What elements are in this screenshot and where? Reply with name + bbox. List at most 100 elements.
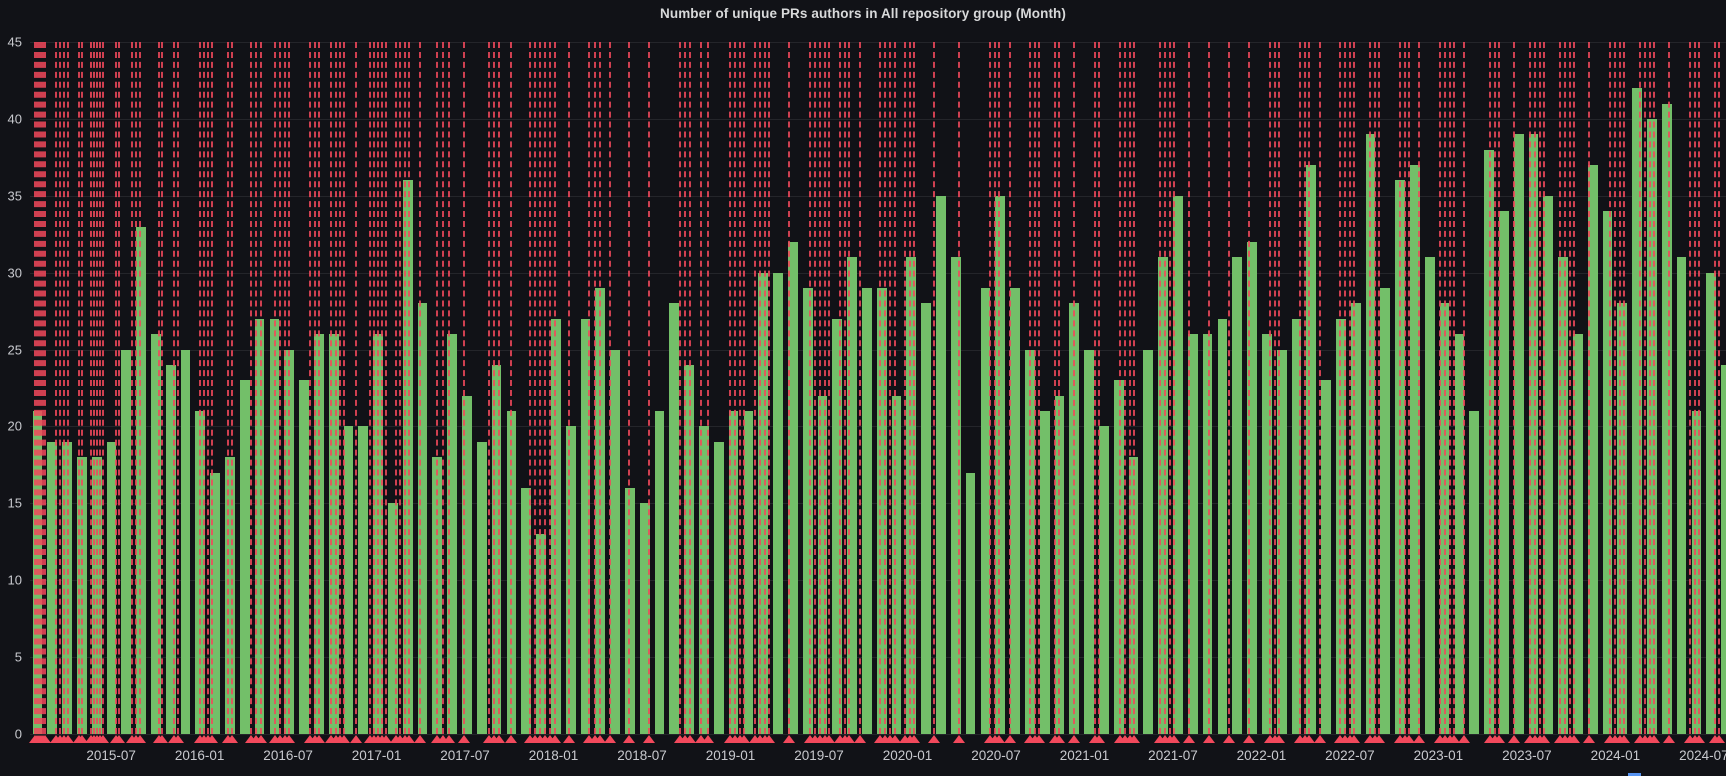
- bar-2019-07[interactable]: [817, 395, 828, 734]
- annotation-marker-icon[interactable]: [1663, 735, 1675, 743]
- annotation-marker-icon[interactable]: [1368, 735, 1381, 743]
- bar-2020-07[interactable]: [995, 195, 1006, 734]
- bar-2016-08[interactable]: [299, 380, 309, 734]
- bar-2021-05[interactable]: [1143, 349, 1154, 734]
- bar-2019-05[interactable]: [787, 241, 798, 734]
- annotation-marker-icon[interactable]: [927, 735, 940, 743]
- annotation-marker-icon[interactable]: [394, 735, 407, 743]
- annotation-marker-icon[interactable]: [492, 735, 505, 743]
- annotation-marker-icon[interactable]: [504, 735, 517, 743]
- bar-2019-10[interactable]: [862, 288, 872, 734]
- bar-2017-02[interactable]: [388, 503, 398, 734]
- bar-2022-03[interactable]: [1291, 318, 1302, 734]
- annotation-marker-icon[interactable]: [202, 735, 215, 743]
- bar-2023-10[interactable]: [1573, 334, 1583, 734]
- bar-2021-09[interactable]: [1202, 334, 1213, 734]
- annotation-marker-icon[interactable]: [523, 735, 536, 743]
- annotation-marker-icon[interactable]: [90, 735, 103, 743]
- annotation-marker-icon[interactable]: [54, 735, 67, 743]
- annotation-marker-icon[interactable]: [1582, 735, 1595, 743]
- annotation-marker-icon[interactable]: [1618, 735, 1631, 743]
- bar-2022-10[interactable]: [1395, 180, 1406, 734]
- annotation-marker-icon[interactable]: [73, 735, 85, 743]
- bar-2020-01[interactable]: [906, 257, 917, 734]
- annotation-marker-icon[interactable]: [279, 735, 292, 743]
- annotation-marker-icon[interactable]: [172, 735, 185, 743]
- annotation-marker-icon[interactable]: [898, 735, 911, 743]
- bar-2023-03[interactable]: [1469, 411, 1480, 734]
- annotation-marker-icon[interactable]: [28, 735, 41, 743]
- annotation-marker-icon[interactable]: [337, 735, 350, 743]
- annotation-marker-icon[interactable]: [1114, 735, 1127, 743]
- bar-2023-01[interactable]: [1439, 303, 1450, 734]
- bar-2020-10[interactable]: [1039, 411, 1050, 734]
- panel-title[interactable]: Number of unique PRs authors in All repo…: [660, 6, 1066, 21]
- bar-2023-08[interactable]: [1543, 195, 1554, 734]
- annotation-marker-icon[interactable]: [738, 735, 751, 743]
- annotation-marker-icon[interactable]: [431, 735, 444, 743]
- annotation-marker-icon[interactable]: [1299, 735, 1312, 743]
- annotation-marker-icon[interactable]: [167, 735, 180, 743]
- annotation-marker-icon[interactable]: [1538, 735, 1551, 743]
- bar-2017-11[interactable]: [521, 487, 532, 734]
- annotation-marker-icon[interactable]: [822, 735, 835, 743]
- bar-2017-06[interactable]: [447, 334, 458, 734]
- bar-2016-01[interactable]: [195, 411, 206, 734]
- annotation-marker-icon[interactable]: [583, 735, 595, 743]
- annotation-marker-icon[interactable]: [874, 735, 887, 743]
- bar-2018-03[interactable]: [580, 318, 591, 734]
- annotation-marker-icon[interactable]: [1127, 735, 1140, 743]
- annotation-marker-icon[interactable]: [604, 735, 617, 743]
- annotation-marker-icon[interactable]: [729, 735, 742, 743]
- bar-2015-04[interactable]: [62, 441, 72, 734]
- bar-2019-04[interactable]: [773, 272, 783, 734]
- bar-2021-01[interactable]: [1084, 349, 1094, 734]
- annotation-marker-icon[interactable]: [1372, 735, 1385, 743]
- annotation-marker-icon[interactable]: [1693, 735, 1706, 743]
- annotation-marker-icon[interactable]: [414, 735, 427, 743]
- annotation-marker-icon[interactable]: [1634, 735, 1646, 743]
- annotation-marker-icon[interactable]: [1609, 735, 1622, 743]
- annotation-marker-icon[interactable]: [488, 735, 501, 743]
- annotation-marker-icon[interactable]: [367, 735, 380, 743]
- bar-2022-01[interactable]: [1261, 334, 1272, 734]
- annotation-marker-icon[interactable]: [904, 735, 917, 743]
- annotation-marker-icon[interactable]: [907, 735, 920, 743]
- bar-2022-04[interactable]: [1306, 165, 1317, 734]
- annotation-marker-icon[interactable]: [989, 735, 1002, 743]
- bar-2019-03[interactable]: [758, 272, 769, 734]
- bar-2021-12[interactable]: [1247, 241, 1257, 734]
- annotation-marker-icon[interactable]: [1118, 735, 1131, 743]
- annotation-marker-icon[interactable]: [198, 735, 210, 743]
- annotation-marker-icon[interactable]: [813, 735, 826, 743]
- annotation-marker-icon[interactable]: [1644, 735, 1657, 743]
- annotation-marker-icon[interactable]: [134, 735, 147, 743]
- bar-2017-12[interactable]: [536, 534, 546, 734]
- annotation-marker-icon[interactable]: [884, 735, 897, 743]
- annotation-marker-icon[interactable]: [529, 735, 542, 743]
- bar-2022-07[interactable]: [1350, 303, 1361, 734]
- annotation-marker-icon[interactable]: [549, 735, 562, 743]
- annotation-marker-icon[interactable]: [329, 735, 342, 743]
- bar-2024-01[interactable]: [1617, 303, 1628, 734]
- annotation-marker-icon[interactable]: [282, 735, 295, 743]
- annotation-marker-icon[interactable]: [1559, 735, 1572, 743]
- annotation-marker-icon[interactable]: [1489, 735, 1501, 743]
- annotation-marker-icon[interactable]: [1603, 735, 1616, 743]
- annotation-marker-icon[interactable]: [76, 735, 89, 743]
- annotation-marker-icon[interactable]: [49, 735, 62, 743]
- bar-2020-05[interactable]: [965, 472, 976, 734]
- bar-2022-09[interactable]: [1380, 288, 1391, 734]
- annotation-marker-icon[interactable]: [1438, 735, 1451, 743]
- bar-2015-11[interactable]: [165, 364, 176, 734]
- annotation-marker-icon[interactable]: [1403, 735, 1416, 743]
- annotation-marker-icon[interactable]: [1684, 735, 1697, 743]
- bar-2023-02[interactable]: [1454, 334, 1465, 734]
- annotation-marker-icon[interactable]: [372, 735, 385, 743]
- bar-2016-04[interactable]: [239, 380, 250, 734]
- bar-2021-06[interactable]: [1158, 257, 1169, 734]
- annotation-marker-icon[interactable]: [1269, 735, 1282, 743]
- annotation-marker-icon[interactable]: [389, 735, 402, 743]
- bar-2022-11[interactable]: [1410, 165, 1420, 734]
- bar-2021-11[interactable]: [1232, 257, 1243, 734]
